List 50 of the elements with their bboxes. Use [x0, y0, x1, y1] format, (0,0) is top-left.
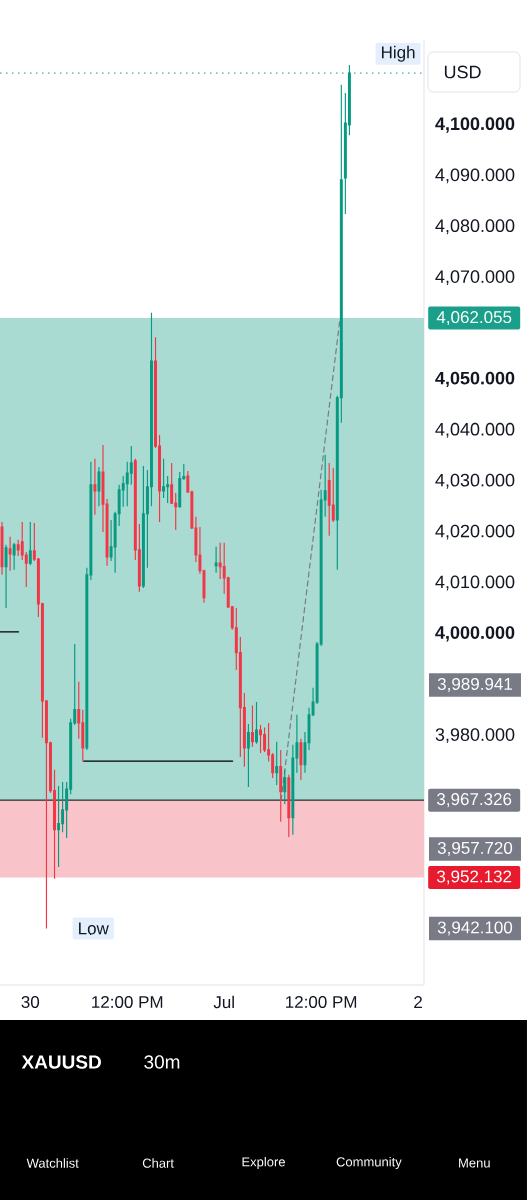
text: XAUUSD	[21, 1055, 101, 1069]
candlestick	[287, 774, 291, 838]
candlestick	[327, 462, 331, 537]
y-tick-label: 4,010.000	[435, 575, 515, 591]
y-tick-label: 4,050.000	[435, 371, 515, 388]
text: Community	[336, 1156, 402, 1170]
y-tick-label: 4,070.000	[435, 270, 515, 286]
candlestick	[57, 785, 61, 868]
candlestick	[246, 723, 250, 788]
candlestick	[299, 738, 303, 781]
text: Watchlist	[26, 1158, 79, 1168]
candlestick	[97, 466, 101, 507]
y-tick-label: 3,957.720	[437, 841, 513, 856]
candlestick	[259, 724, 263, 754]
band-label: 4,062.055	[436, 311, 512, 326]
annotation: High	[382, 45, 415, 62]
y-axis-title: USD	[444, 65, 481, 79]
y-tick-label: 4,100.000	[435, 117, 515, 133]
x-tick-label: 2	[414, 996, 422, 1008]
y-tick-label: 4,080.000	[435, 219, 515, 235]
y-tick-label: 4,000.000	[435, 626, 515, 642]
y-tick-label: 3,980.000	[435, 728, 515, 744]
annotation: Low	[79, 922, 109, 935]
candlestick	[250, 705, 254, 748]
x-tick-label: 12:00 PM	[92, 995, 163, 1009]
band-label: 3,952.132	[437, 870, 512, 885]
x-tick-label: Jul	[213, 995, 234, 1009]
text: Explore	[242, 1156, 285, 1170]
candlestick	[4, 544, 8, 609]
y-tick-label: 4,030.000	[435, 473, 515, 489]
text: Menu	[459, 1158, 490, 1168]
ref-line-label: 3,967.326	[437, 793, 512, 808]
candlestick	[255, 701, 258, 745]
x-tick-label: 30	[21, 995, 40, 1009]
y-tick-label: 3,942.100	[437, 921, 513, 936]
candlestick	[93, 458, 97, 516]
y-tick-label: 4,040.000	[435, 422, 515, 438]
y-tick-label: 3,989.941	[437, 677, 512, 692]
candlestick	[283, 769, 287, 805]
candlestick	[28, 521, 32, 566]
candlestick	[279, 749, 283, 823]
text: Chart	[142, 1158, 174, 1168]
y-tick-label: 4,020.000	[435, 524, 515, 540]
y-tick-label: 4,090.000	[435, 168, 515, 184]
text: 30m	[144, 1055, 180, 1069]
candlestick	[12, 542, 16, 571]
candlestick	[275, 741, 279, 786]
candlestick	[0, 521, 4, 576]
candlestick	[8, 536, 12, 572]
x-tick-label: 12:00 PM	[286, 995, 357, 1009]
